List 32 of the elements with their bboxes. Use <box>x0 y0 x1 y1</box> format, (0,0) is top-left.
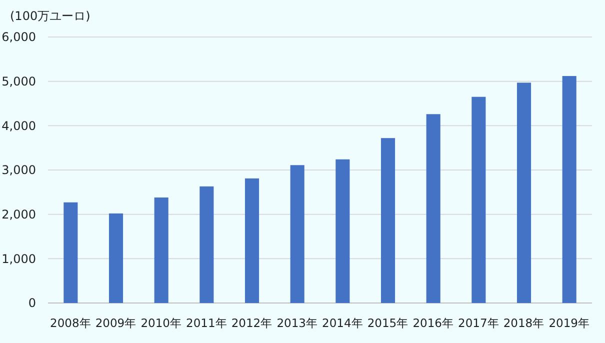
bar <box>290 165 304 303</box>
bar <box>426 114 440 303</box>
x-tick-label: 2016年 <box>412 316 454 330</box>
y-tick-label: 6,000 <box>2 30 36 44</box>
x-tick-label: 2011年 <box>186 316 228 330</box>
y-tick-label: 1,000 <box>2 252 36 266</box>
y-tick-label: 2,000 <box>2 208 36 222</box>
x-tick-label: 2008年 <box>50 316 92 330</box>
y-tick-label: 0 <box>28 296 36 310</box>
y-tick-label: 3,000 <box>2 163 36 178</box>
y-axis-title: (100万ユーロ) <box>10 9 90 23</box>
x-tick-label: 2009年 <box>95 316 137 330</box>
x-tick-label: 2015年 <box>367 316 409 330</box>
bar <box>516 82 532 303</box>
bar <box>562 76 576 303</box>
bar <box>64 202 78 303</box>
x-tick-label: 2017年 <box>458 316 500 330</box>
bar <box>244 178 260 303</box>
bar <box>336 159 350 303</box>
y-tick-label: 4,000 <box>2 118 36 133</box>
x-tick-label: 2012年 <box>231 316 273 330</box>
x-tick-label: 2014年 <box>322 316 364 330</box>
x-tick-label: 2010年 <box>140 316 182 330</box>
bar <box>154 197 168 303</box>
bar <box>380 138 396 303</box>
y-tick-label: 5,000 <box>2 74 36 89</box>
bar <box>108 213 124 303</box>
x-tick-label: 2013年 <box>276 316 318 330</box>
x-tick-label: 2018年 <box>503 316 545 330</box>
x-tick-label: 2019年 <box>548 316 590 330</box>
bar <box>472 96 486 303</box>
bar <box>200 186 214 303</box>
